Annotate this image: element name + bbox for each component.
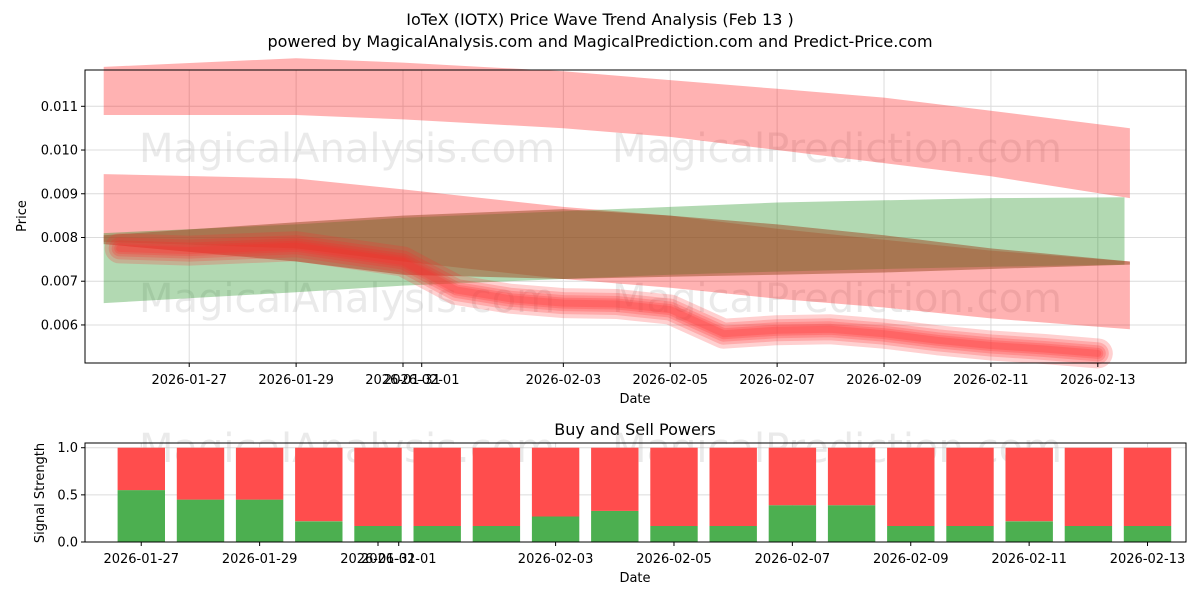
sell-bar xyxy=(768,447,817,506)
price-wave-panel: MagicalAnalysis.com MagicalPrediction.co… xyxy=(15,58,1187,407)
sell-bar xyxy=(117,447,165,491)
signal-x-tick-label: 2026-02-13 xyxy=(1110,552,1186,567)
price-path-layer xyxy=(116,242,1102,357)
price-x-tick-label: 2026-02-07 xyxy=(739,373,815,388)
buy-bar xyxy=(1123,526,1172,542)
price-path-layer xyxy=(114,240,1104,359)
buy-bar xyxy=(1064,526,1113,542)
price-x-tick-label: 2026-01-29 xyxy=(258,373,334,388)
sell-bar xyxy=(946,447,994,526)
signal-x-tick-label: 2026-02-03 xyxy=(518,552,594,567)
buy-bar xyxy=(354,526,402,542)
buy-bar xyxy=(946,526,994,542)
price-path-layer xyxy=(108,235,1109,365)
price-path-layers xyxy=(104,231,1113,369)
signal-bars xyxy=(117,447,1172,542)
sell-bar xyxy=(709,447,757,526)
signal-y-tick-label: 0.5 xyxy=(57,488,78,503)
price-x-tick-label: 2026-02-09 xyxy=(846,373,922,388)
price-y-tick-label: 0.008 xyxy=(41,231,78,246)
price-y-tick-label: 0.007 xyxy=(41,275,78,290)
sell-bar xyxy=(354,447,402,526)
price-axes-frame xyxy=(84,69,1187,364)
buy-sell-panel: Buy and Sell Powers MagicalAnalysis.com … xyxy=(33,420,1187,586)
signal-y-tick-label: 1.0 xyxy=(57,441,78,456)
sell-bar xyxy=(235,447,284,500)
buy-sell-title: Buy and Sell Powers xyxy=(554,420,716,439)
price-x-tick-label: 2026-01-27 xyxy=(151,373,227,388)
sell-bar xyxy=(1064,447,1113,526)
sell-bar xyxy=(1005,447,1053,522)
signal-x-tick-label: 2026-02-01 xyxy=(361,552,437,567)
buy-bar xyxy=(1005,521,1053,542)
buy-bar xyxy=(413,526,461,542)
signal-x-tick-label: 2026-01-31 xyxy=(340,552,416,567)
signal-x-tick-label: 2026-02-11 xyxy=(991,552,1067,567)
price-x-tick-label: 2026-02-13 xyxy=(1060,373,1136,388)
buy-bar xyxy=(887,526,935,542)
price-y-tick-label: 0.011 xyxy=(41,100,78,115)
sell-bar xyxy=(591,447,639,511)
price-y-ticks: 0.006 0.007 0.008 0.009 0.010 0.011 xyxy=(41,100,85,333)
buy-bar xyxy=(591,510,639,542)
price-x-ticks: 2026-01-27 2026-01-29 2026-01-312026-02-01… xyxy=(151,363,1136,388)
wave-band-red xyxy=(103,58,1130,199)
price-y-tick-label: 0.009 xyxy=(41,187,78,202)
sell-bar xyxy=(887,447,935,526)
chart-subtitle: powered by MagicalAnalysis.com and Magic… xyxy=(267,32,932,51)
buy-bar xyxy=(117,490,165,542)
sell-bar xyxy=(531,447,580,517)
signal-x-axis-label: Date xyxy=(619,571,650,586)
buy-bar xyxy=(768,505,817,542)
price-x-axis-label: Date xyxy=(619,392,650,407)
signal-y-ticks: 0.0 0.5 1.0 xyxy=(57,441,85,551)
sell-bar xyxy=(176,447,225,500)
sell-bar xyxy=(1123,447,1172,526)
sell-bar xyxy=(295,447,343,522)
price-path-layer xyxy=(111,238,1106,362)
price-y-tick-label: 0.006 xyxy=(41,318,78,333)
buy-bar xyxy=(176,499,225,542)
price-watermarks: MagicalAnalysis.com MagicalPrediction.co… xyxy=(139,126,1062,322)
signal-x-tick-label: 2026-01-29 xyxy=(222,552,298,567)
price-y-tick-label: 0.010 xyxy=(41,144,78,159)
buy-bar xyxy=(295,521,343,542)
price-x-tick-label: 2026-02-11 xyxy=(953,373,1029,388)
price-x-tick-label: 2026-01-31 xyxy=(365,373,441,388)
chart-title: IoTeX (IOTX) Price Wave Trend Analysis (… xyxy=(406,10,793,29)
buy-bar xyxy=(531,516,580,542)
signal-y-axis-label: Signal Strength xyxy=(33,443,48,543)
price-path-layer xyxy=(104,231,1113,369)
signal-x-tick-label: 2026-01-27 xyxy=(103,552,179,567)
watermark-analysis: MagicalAnalysis.com xyxy=(139,276,555,322)
wave-bands xyxy=(103,58,1130,330)
buy-bar xyxy=(235,499,284,542)
buy-bar xyxy=(827,505,876,542)
sell-bar xyxy=(472,447,521,526)
price-x-tick-label: 2026-02-01 xyxy=(384,373,460,388)
sell-bar xyxy=(650,447,698,526)
signal-x-tick-label: 2026-02-07 xyxy=(755,552,831,567)
watermark-prediction: MagicalPrediction.com xyxy=(612,126,1062,172)
signal-axes-frame xyxy=(84,442,1187,543)
price-y-axis-label: Price xyxy=(15,200,30,232)
signal-y-tick-label: 0.0 xyxy=(57,536,78,551)
watermark-prediction: MagicalPrediction.com xyxy=(612,276,1062,322)
sell-bar xyxy=(413,447,461,526)
buy-bar xyxy=(650,526,698,542)
signal-x-tick-label: 2026-02-09 xyxy=(873,552,949,567)
signal-x-ticks: 2026-01-27 2026-01-29 2026-01-312026-02-01… xyxy=(103,542,1185,567)
wave-band-brown xyxy=(103,209,1130,279)
sell-bar xyxy=(827,447,876,506)
signal-x-tick-label: 2026-02-05 xyxy=(636,552,712,567)
price-x-tick-label: 2026-02-03 xyxy=(526,373,602,388)
watermark-analysis: MagicalAnalysis.com xyxy=(139,126,555,172)
buy-bar xyxy=(472,526,521,542)
buy-bar xyxy=(709,526,757,542)
price-x-tick-label: 2026-02-05 xyxy=(632,373,708,388)
